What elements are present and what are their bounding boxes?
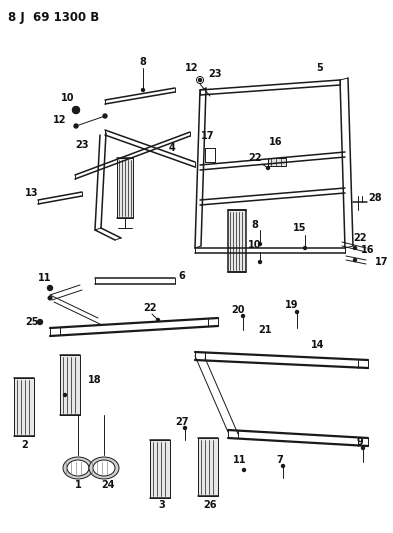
Text: 9: 9 bbox=[356, 437, 364, 447]
Ellipse shape bbox=[89, 457, 119, 479]
Bar bbox=[228, 210, 246, 272]
Text: 19: 19 bbox=[285, 300, 299, 310]
Circle shape bbox=[37, 319, 42, 325]
Text: 27: 27 bbox=[175, 417, 189, 427]
Text: 12: 12 bbox=[185, 63, 199, 73]
Circle shape bbox=[198, 78, 202, 82]
Bar bbox=[198, 438, 218, 496]
Text: 16: 16 bbox=[361, 245, 375, 255]
Circle shape bbox=[281, 464, 285, 467]
Text: 8: 8 bbox=[140, 57, 147, 67]
Text: 20: 20 bbox=[231, 305, 245, 315]
Ellipse shape bbox=[93, 460, 115, 476]
Circle shape bbox=[296, 311, 299, 313]
Circle shape bbox=[48, 286, 53, 290]
Circle shape bbox=[242, 469, 246, 472]
Circle shape bbox=[184, 426, 187, 430]
Circle shape bbox=[141, 88, 145, 92]
Circle shape bbox=[48, 296, 52, 300]
Text: 22: 22 bbox=[353, 233, 367, 243]
Text: 8 J  69 1300 B: 8 J 69 1300 B bbox=[8, 12, 99, 25]
Circle shape bbox=[156, 319, 160, 321]
Circle shape bbox=[303, 246, 307, 249]
Ellipse shape bbox=[63, 457, 93, 479]
Text: 3: 3 bbox=[159, 500, 165, 510]
Text: 11: 11 bbox=[233, 455, 247, 465]
Text: 5: 5 bbox=[317, 63, 323, 73]
Circle shape bbox=[64, 393, 66, 397]
Circle shape bbox=[75, 109, 77, 111]
Text: 10: 10 bbox=[61, 93, 75, 103]
Circle shape bbox=[266, 166, 270, 169]
Text: 18: 18 bbox=[88, 375, 102, 385]
Text: 6: 6 bbox=[178, 271, 185, 281]
Circle shape bbox=[362, 447, 364, 449]
Text: 7: 7 bbox=[277, 455, 283, 465]
Circle shape bbox=[75, 109, 77, 111]
Text: 23: 23 bbox=[208, 69, 222, 79]
Circle shape bbox=[353, 259, 356, 262]
Circle shape bbox=[72, 107, 79, 114]
Text: 10: 10 bbox=[248, 240, 262, 250]
Text: 14: 14 bbox=[311, 340, 325, 350]
Text: 11: 11 bbox=[38, 273, 52, 283]
Circle shape bbox=[353, 246, 356, 249]
Text: 28: 28 bbox=[368, 193, 382, 203]
Circle shape bbox=[103, 114, 107, 118]
Text: 25: 25 bbox=[25, 317, 39, 327]
Text: 24: 24 bbox=[101, 480, 115, 490]
Text: 4: 4 bbox=[169, 143, 175, 153]
Circle shape bbox=[242, 314, 244, 318]
Circle shape bbox=[74, 124, 78, 128]
Circle shape bbox=[259, 261, 261, 263]
Bar bbox=[117, 158, 133, 218]
Text: 22: 22 bbox=[248, 153, 262, 163]
Bar bbox=[60, 355, 80, 415]
Bar bbox=[150, 440, 170, 498]
Text: 26: 26 bbox=[203, 500, 217, 510]
Circle shape bbox=[259, 243, 261, 246]
Text: 13: 13 bbox=[25, 188, 39, 198]
Text: 23: 23 bbox=[75, 140, 89, 150]
Text: 22: 22 bbox=[143, 303, 157, 313]
Text: 17: 17 bbox=[375, 257, 389, 267]
Text: 8: 8 bbox=[252, 220, 259, 230]
Bar bbox=[268, 158, 286, 166]
Text: 1: 1 bbox=[75, 480, 81, 490]
Text: 21: 21 bbox=[258, 325, 272, 335]
Text: 12: 12 bbox=[53, 115, 67, 125]
Text: 17: 17 bbox=[201, 131, 215, 141]
Ellipse shape bbox=[67, 460, 89, 476]
Bar bbox=[14, 378, 34, 436]
Text: 15: 15 bbox=[293, 223, 307, 233]
Text: 16: 16 bbox=[269, 137, 283, 147]
Text: 2: 2 bbox=[22, 440, 28, 450]
